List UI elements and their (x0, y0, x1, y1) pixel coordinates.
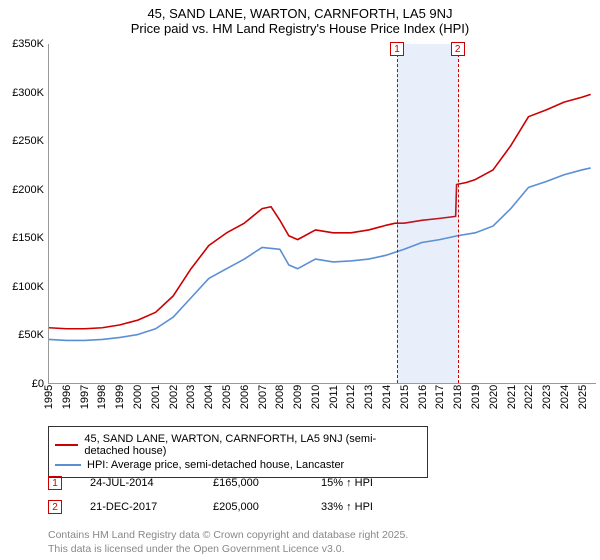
chart-title-block: 45, SAND LANE, WARTON, CARNFORTH, LA5 9N… (0, 0, 600, 38)
x-tick-label: 2012 (345, 385, 357, 409)
series-hpi (49, 168, 591, 340)
x-tick-label: 2006 (239, 385, 251, 409)
marker-box: 1 (390, 42, 404, 56)
x-tick-label: 2022 (523, 385, 535, 409)
attribution-line-2: This data is licensed under the Open Gov… (48, 542, 408, 556)
x-tick-label: 2005 (221, 385, 233, 409)
x-tick-label: 2014 (381, 385, 393, 409)
x-tick-label: 2019 (470, 385, 482, 409)
legend: 45, SAND LANE, WARTON, CARNFORTH, LA5 9N… (48, 426, 428, 478)
y-tick-label: £0 (0, 378, 44, 390)
x-tick-label: 2004 (203, 385, 215, 409)
sale-marker-1: 1 (48, 476, 62, 490)
x-tick-label: 2024 (559, 385, 571, 409)
legend-row: 45, SAND LANE, WARTON, CARNFORTH, LA5 9N… (55, 433, 421, 457)
x-tick-label: 2010 (310, 385, 322, 409)
x-tick-label: 2013 (363, 385, 375, 409)
sale-date-1: 24-JUL-2014 (90, 477, 185, 489)
chart-area: 1995 1996 1997 1998 1999 2000 2001 2002 2003 2004… (0, 44, 600, 416)
sale-row-2: 2 21-DEC-2017 £205,000 33% ↑ HPI (48, 500, 373, 514)
legend-label-2: HPI: Average price, semi-detached house,… (87, 459, 344, 471)
x-tick-label: 2018 (452, 385, 464, 409)
x-tick-label: 2001 (150, 385, 162, 409)
x-tick-label: 2015 (399, 385, 411, 409)
x-tick-label: 1998 (96, 385, 108, 409)
sale-price-2: £205,000 (213, 501, 293, 513)
legend-swatch-1 (55, 444, 78, 446)
y-tick-label: £350K (0, 38, 44, 50)
sale-row-1: 1 24-JUL-2014 £165,000 15% ↑ HPI (48, 476, 373, 490)
x-tick-label: 2000 (132, 385, 144, 409)
legend-label-1: 45, SAND LANE, WARTON, CARNFORTH, LA5 9N… (84, 433, 421, 457)
y-tick-label: £150K (0, 232, 44, 244)
x-tick-label: 2016 (417, 385, 429, 409)
y-tick-label: £50K (0, 329, 44, 341)
marker-box: 2 (451, 42, 465, 56)
sale-date-2: 21-DEC-2017 (90, 501, 185, 513)
x-tick-label: 2023 (541, 385, 553, 409)
x-tick-label: 2017 (434, 385, 446, 409)
marker-band (397, 44, 458, 383)
x-tick-label: 2011 (328, 385, 340, 409)
x-tick-label: 2025 (577, 385, 589, 409)
x-tick-label: 2020 (488, 385, 500, 409)
legend-swatch-2 (55, 464, 81, 466)
chart-svg (49, 44, 596, 383)
x-tick-label: 1995 (43, 385, 55, 409)
sale-marker-2: 2 (48, 500, 62, 514)
chart-title-sub: Price paid vs. HM Land Registry's House … (0, 21, 600, 36)
attribution-line-1: Contains HM Land Registry data © Crown c… (48, 528, 408, 542)
plot-area: 1995199619971998199920002001200220032004… (48, 44, 596, 384)
sale-delta-2: 33% ↑ HPI (321, 501, 373, 513)
x-tick-label: 2008 (274, 385, 286, 409)
marker-line (458, 44, 459, 383)
x-tick-label: 1999 (114, 385, 126, 409)
x-tick-label: 1997 (79, 385, 91, 409)
y-tick-label: £200K (0, 184, 44, 196)
x-tick-label: 2002 (168, 385, 180, 409)
x-tick-label: 2021 (506, 385, 518, 409)
x-tick-label: 1996 (61, 385, 73, 409)
sale-delta-1: 15% ↑ HPI (321, 477, 373, 489)
marker-line (397, 44, 398, 383)
x-tick-label: 2007 (257, 385, 269, 409)
y-tick-label: £300K (0, 87, 44, 99)
x-tick-label: 2003 (185, 385, 197, 409)
sale-price-1: £165,000 (213, 477, 293, 489)
x-tick-label: 2009 (292, 385, 304, 409)
y-tick-label: £250K (0, 135, 44, 147)
chart-title-main: 45, SAND LANE, WARTON, CARNFORTH, LA5 9N… (0, 6, 600, 21)
attribution: Contains HM Land Registry data © Crown c… (48, 528, 408, 556)
y-tick-label: £100K (0, 281, 44, 293)
series-price_paid (49, 94, 591, 328)
legend-row: HPI: Average price, semi-detached house,… (55, 459, 421, 471)
